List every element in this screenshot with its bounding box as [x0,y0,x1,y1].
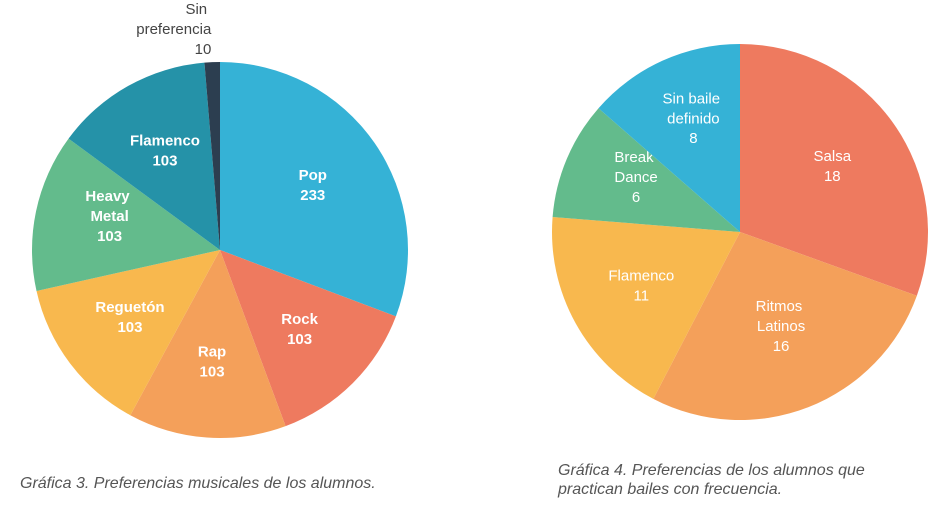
slice-label: Flamenco [608,268,674,285]
pie-slice [31,138,220,291]
pie-chart: Salsa 18 Ritmos Latinos 16 Flamenco 11 Break D… [552,44,928,420]
pie-slice [552,217,740,399]
caption: Gráfica 4. Preferencias de los alumnos q… [558,462,865,498]
pie-slice [598,44,740,232]
slice-value: 16 [773,338,790,355]
pie-slice [36,250,220,416]
slice-value: 103 [117,319,142,336]
pie-slice [204,62,220,250]
slice-label: Flamenco [130,133,200,150]
slice-value: 103 [200,363,225,380]
slice-value: 233 [300,187,325,204]
slice-value: 103 [287,331,312,348]
slice-label: Rap [198,343,226,360]
slice-label: Pop [299,167,327,184]
slice-value: 18 [824,168,841,185]
slice-value: 10 [195,41,212,58]
pie-slice [740,44,928,296]
caption: Gráfica 3. Preferencias musicales de los… [20,475,376,492]
slice-label: Break Dance [614,149,657,186]
slice-label: Salsa [814,148,852,165]
slice-value: 103 [97,228,122,245]
slice-label: Reguetón [95,299,164,316]
slice-value: 103 [152,153,177,170]
slice-value: 11 [634,288,650,305]
slice-label: Sin preferencia [136,1,212,38]
pie-slice [552,108,740,232]
pie-slice [68,62,220,250]
pie-slice [653,232,917,420]
pie-chart: Pop 233 Rock 103 Rap 103 Reguetón 103 Heavy Meta… [31,1,408,438]
slice-label: Heavy Metal [85,188,133,225]
slice-label: Sin baile definido [663,90,725,127]
slice-value: 6 [632,189,640,206]
slice-label: Ritmos Latinos [756,298,807,335]
pie-slice [130,250,286,438]
pie-slice [220,250,396,427]
slice-value: 8 [689,130,697,147]
pie-slice [220,62,408,317]
slice-label: Rock [281,311,318,328]
